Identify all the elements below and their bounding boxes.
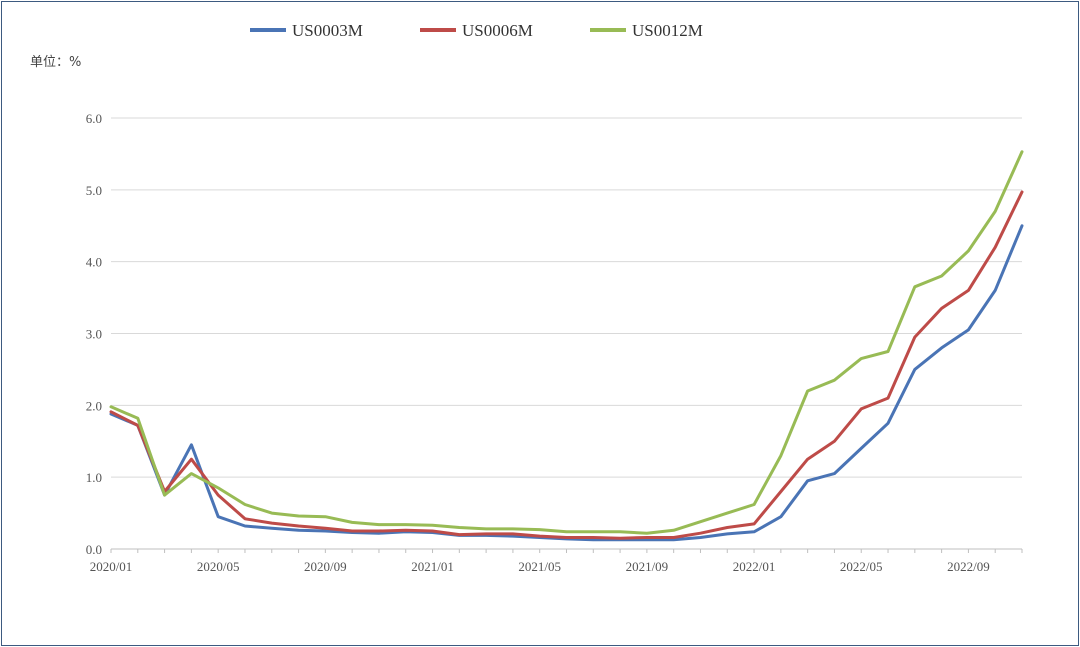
x-tick-label: 2021/05 — [518, 559, 561, 574]
y-axis: 0.0 1.0 2.0 3.0 4.0 5.0 6.0 — [86, 111, 102, 557]
y-tick-label: 6.0 — [86, 111, 102, 126]
legend-item-us0012m: US0012M — [590, 21, 703, 40]
x-tick-label: 2020/09 — [304, 559, 347, 574]
y-tick-label: 1.0 — [86, 470, 102, 485]
x-tick-label: 2020/05 — [197, 559, 240, 574]
unit-label: 单位：% — [30, 55, 81, 70]
x-tick-label: 2020/01 — [90, 559, 133, 574]
x-tick-label: 2022/01 — [733, 559, 776, 574]
y-tick-label: 5.0 — [86, 183, 102, 198]
x-axis: 2020/01 2020/05 2020/09 2021/01 2021/05 2021/… — [90, 548, 1023, 574]
legend-item-us0006m: US0006M — [420, 21, 533, 40]
legend-label: US0012M — [632, 21, 703, 40]
legend-item-us0003m: US0003M — [250, 21, 363, 40]
x-tick-label: 2021/09 — [626, 559, 669, 574]
x-tick-label: 2021/01 — [411, 559, 454, 574]
grid — [111, 117, 1022, 478]
x-tick-label: 2022/09 — [947, 559, 990, 574]
y-tick-label: 3.0 — [86, 327, 102, 342]
legend-label: US0003M — [292, 21, 363, 40]
y-tick-label: 2.0 — [86, 398, 102, 413]
legend: US0003M US0006M US0012M — [250, 21, 703, 40]
series-lines — [109, 150, 1024, 542]
y-tick-label: 0.0 — [86, 542, 102, 557]
series-line-us0006m — [109, 190, 1024, 540]
y-tick-label: 4.0 — [86, 255, 102, 270]
legend-label: US0006M — [462, 21, 533, 40]
x-tick-label: 2022/05 — [840, 559, 883, 574]
series-line-us0012m — [109, 150, 1024, 535]
series-line-us0003m — [109, 224, 1024, 542]
